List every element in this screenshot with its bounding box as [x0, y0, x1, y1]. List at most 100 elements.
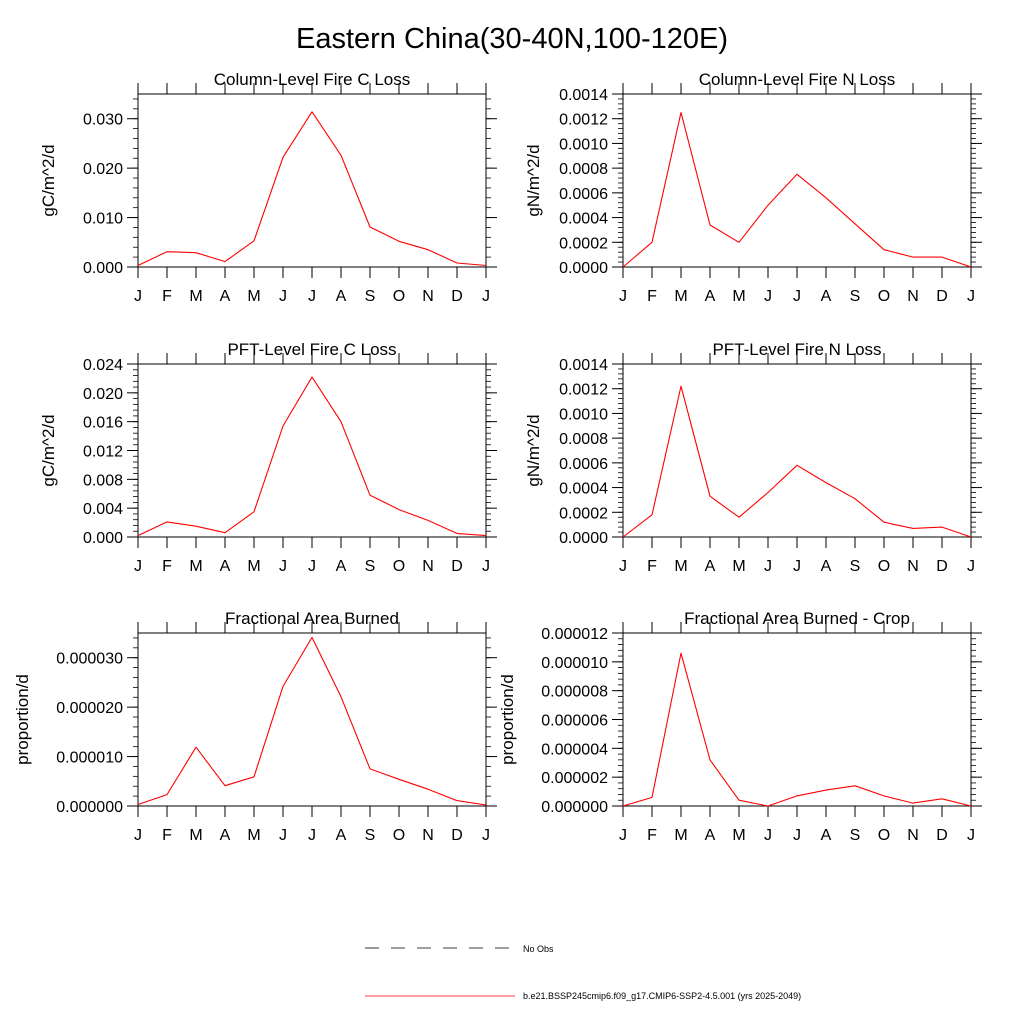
y-tick-label: 0.000012 — [541, 626, 608, 643]
x-tick-label: A — [220, 288, 231, 305]
y-tick-label: 0.000002 — [541, 770, 608, 787]
x-tick-label: F — [162, 827, 172, 844]
x-tick-label: M — [732, 558, 745, 575]
series-line — [137, 636, 487, 806]
x-tick-label: J — [482, 288, 490, 305]
plot-frame — [622, 363, 972, 538]
x-tick-label: M — [732, 827, 745, 844]
x-tick-label: M — [674, 558, 687, 575]
panel-title: Column-Level Fire C Loss — [214, 70, 411, 89]
x-tick-label: J — [764, 558, 772, 575]
x-tick-label: D — [451, 558, 463, 575]
y-tick-label: 0.000000 — [541, 799, 608, 816]
panel-title: Fractional Area Burned - Crop — [684, 609, 910, 628]
y-axis-label: gN/m^2/d — [524, 414, 543, 486]
y-tick-label: 0.000010 — [541, 655, 608, 672]
x-tick-label: O — [393, 288, 405, 305]
y-tick-label: 0.0008 — [559, 161, 608, 178]
y-tick-label: 0.010 — [83, 211, 123, 228]
y-tick-label: 0.0012 — [559, 382, 608, 399]
y-tick-label: 0.0008 — [559, 431, 608, 448]
x-tick-label: A — [821, 558, 832, 575]
panel-title: Column-Level Fire N Loss — [699, 70, 896, 89]
x-tick-label: J — [134, 827, 142, 844]
y-tick-label: 0.016 — [83, 415, 123, 432]
x-tick-label: S — [365, 827, 376, 844]
panel-title: Fractional Area Burned — [225, 609, 399, 628]
x-tick-label: F — [162, 558, 172, 575]
x-tick-label: A — [821, 827, 832, 844]
x-tick-label: J — [967, 558, 975, 575]
x-tick-label: M — [247, 288, 260, 305]
x-tick-label: N — [422, 288, 434, 305]
y-tick-label: 0.000006 — [541, 713, 608, 730]
x-tick-label: D — [936, 558, 948, 575]
series-line — [622, 111, 972, 268]
series-line — [622, 385, 972, 538]
x-tick-label: O — [393, 827, 405, 844]
x-tick-label: F — [647, 558, 657, 575]
y-tick-label: 0.020 — [83, 161, 123, 178]
x-tick-label: J — [134, 288, 142, 305]
x-tick-label: A — [705, 558, 716, 575]
y-tick-label: 0.0012 — [559, 112, 608, 129]
y-tick-label: 0.0002 — [559, 505, 608, 522]
x-tick-label: D — [936, 827, 948, 844]
x-tick-label: J — [308, 827, 316, 844]
chart-panel-4: J F M A M J J A S O N D J0.00000.00020.00040.00060.0… — [524, 340, 982, 575]
x-tick-label: J — [482, 558, 490, 575]
y-axis-label: gC/m^2/d — [39, 414, 58, 486]
legend-model-label: b.e21.BSSP245cmip6.f09_g17.CMIP6-SSP2-4.… — [523, 991, 801, 1001]
y-axis-label: gC/m^2/d — [39, 144, 58, 216]
legend: No Obs b.e21.BSSP245cmip6.f09_g17.CMIP6-… — [365, 944, 801, 1001]
legend-obs-label: No Obs — [523, 944, 554, 954]
plot-frame — [622, 632, 972, 807]
x-tick-label: A — [336, 827, 347, 844]
y-tick-label: 0.000030 — [56, 651, 123, 668]
x-tick-label: J — [134, 558, 142, 575]
plot-frame — [622, 93, 972, 268]
x-tick-label: N — [907, 288, 919, 305]
x-tick-label: A — [220, 558, 231, 575]
plot-frame — [137, 93, 487, 268]
x-tick-label: O — [878, 288, 890, 305]
y-tick-label: 0.0006 — [559, 186, 608, 203]
y-tick-label: 0.000 — [83, 530, 123, 547]
y-tick-label: 0.0002 — [559, 235, 608, 252]
x-tick-label: J — [793, 827, 801, 844]
x-tick-label: O — [393, 558, 405, 575]
x-tick-label: J — [793, 288, 801, 305]
x-tick-label: D — [936, 288, 948, 305]
x-tick-label: A — [336, 558, 347, 575]
series-line — [137, 111, 487, 267]
chart-panel-6: J F M A M J J A S O N D J0.0000000.0000020.0000040.0… — [498, 609, 982, 844]
x-tick-label: J — [308, 558, 316, 575]
x-tick-label: J — [619, 827, 627, 844]
x-tick-label: J — [279, 288, 287, 305]
x-tick-label: N — [907, 827, 919, 844]
x-tick-label: S — [365, 288, 376, 305]
x-tick-label: J — [793, 558, 801, 575]
x-tick-label: M — [674, 288, 687, 305]
y-tick-label: 0.012 — [83, 444, 123, 461]
chart-panel-5: J F M A M J J A S O N D J0.0000000.0000100.0000200.0… — [13, 609, 497, 844]
plot-frame — [137, 632, 487, 807]
x-tick-label: J — [308, 288, 316, 305]
x-tick-label: J — [764, 288, 772, 305]
y-tick-label: 0.0004 — [559, 211, 608, 228]
chart-panel-3: J F M A M J J A S O N D J0.0000.0040.0080.0120.0160.… — [39, 340, 497, 575]
series-line — [137, 376, 487, 537]
y-tick-label: 0.030 — [83, 112, 123, 129]
y-axis-label: gN/m^2/d — [524, 144, 543, 216]
y-tick-label: 0.0014 — [559, 87, 608, 104]
x-tick-label: F — [647, 288, 657, 305]
y-tick-label: 0.008 — [83, 472, 123, 489]
x-tick-label: M — [189, 827, 202, 844]
x-tick-label: S — [850, 558, 861, 575]
y-tick-label: 0.024 — [83, 357, 123, 374]
panel-title: PFT-Level Fire N Loss — [712, 340, 881, 359]
y-tick-label: 0.0010 — [559, 406, 608, 423]
y-tick-label: 0.0006 — [559, 456, 608, 473]
x-tick-label: M — [674, 827, 687, 844]
